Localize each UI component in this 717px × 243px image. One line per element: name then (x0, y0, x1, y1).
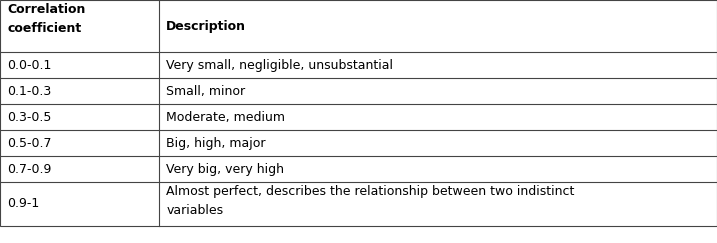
Text: Small, minor: Small, minor (166, 85, 245, 98)
Text: 0.1-0.3: 0.1-0.3 (7, 85, 52, 98)
Text: Almost perfect, describes the relationship between two indistinct
variables: Almost perfect, describes the relationsh… (166, 185, 575, 217)
Text: 0.7-0.9: 0.7-0.9 (7, 163, 52, 176)
Text: 0.9-1: 0.9-1 (7, 198, 39, 210)
Text: 0.3-0.5: 0.3-0.5 (7, 111, 52, 124)
Text: Very big, very high: Very big, very high (166, 163, 285, 176)
Text: Moderate, medium: Moderate, medium (166, 111, 285, 124)
Text: Big, high, major: Big, high, major (166, 137, 266, 150)
Text: 0.0-0.1: 0.0-0.1 (7, 59, 52, 72)
Text: Very small, negligible, unsubstantial: Very small, negligible, unsubstantial (166, 59, 394, 72)
Text: Description: Description (166, 20, 247, 33)
Text: 0.5-0.7: 0.5-0.7 (7, 137, 52, 150)
Text: Correlation
coefficient: Correlation coefficient (7, 3, 85, 35)
